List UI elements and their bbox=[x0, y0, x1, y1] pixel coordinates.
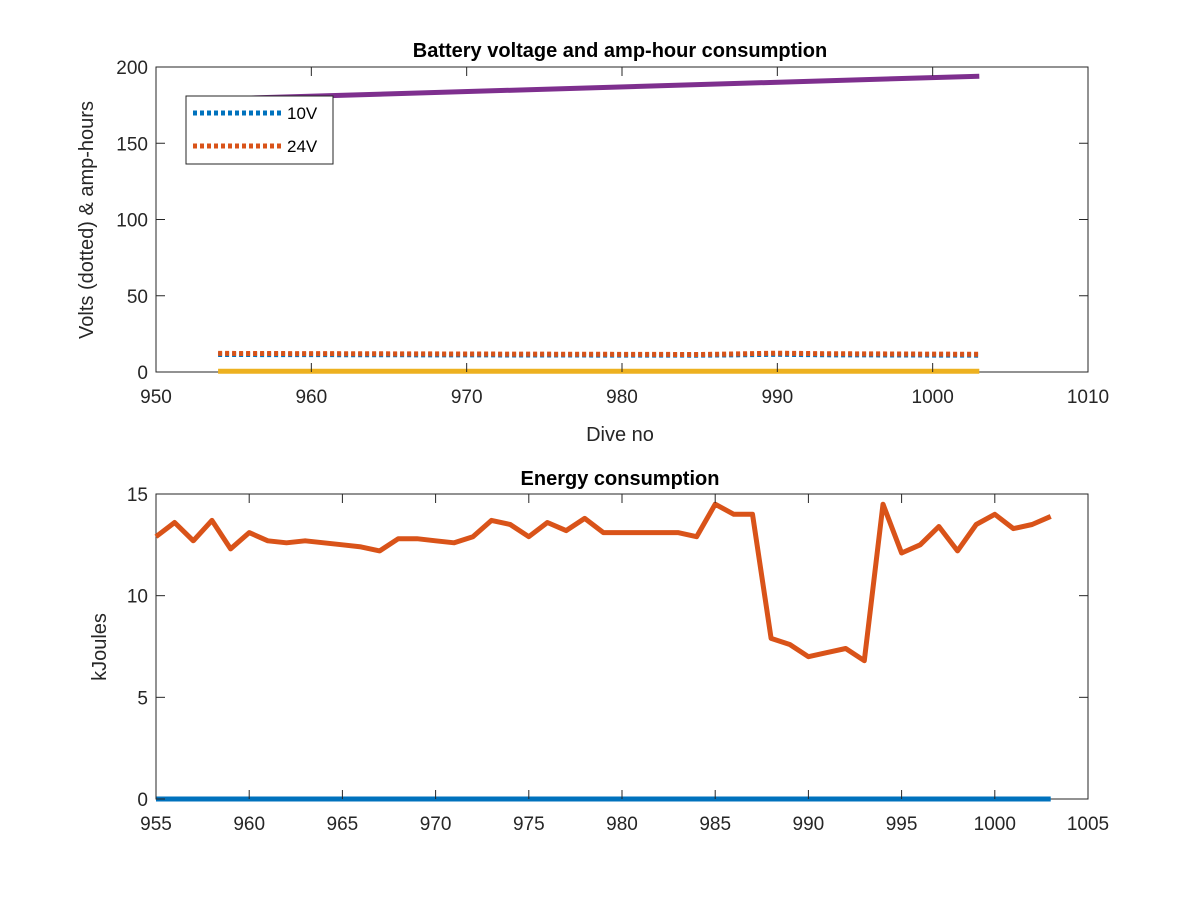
battery-x-tick-label: 990 bbox=[761, 387, 793, 408]
legend-label-24v: 24V bbox=[287, 137, 318, 156]
energy-series-line-0 bbox=[154, 501, 1052, 664]
energy-y-tick-label: 0 bbox=[137, 790, 148, 811]
energy-y-axis-label: kJoules bbox=[89, 613, 111, 681]
energy-y-tick-label: 15 bbox=[127, 485, 148, 506]
battery-series-line-1-24v bbox=[218, 350, 980, 357]
energy-plot-area bbox=[155, 493, 1089, 800]
battery-y-tick-label: 150 bbox=[116, 134, 148, 155]
energy-x-tick-label: 955 bbox=[140, 814, 172, 835]
battery-x-tick-label: 960 bbox=[295, 387, 327, 408]
energy-x-tick-label: 980 bbox=[606, 814, 638, 835]
energy-y-tick-label: 10 bbox=[127, 587, 148, 608]
battery-voltage-axes: Battery voltage and amp-hour consumption… bbox=[76, 40, 1109, 446]
battery-y-tick-label: 0 bbox=[137, 363, 148, 384]
battery-x-tick-label: 1010 bbox=[1067, 387, 1109, 408]
battery-y-ticks: 0 50 100 150 200 bbox=[116, 58, 1088, 384]
legend-label-10v: 10V bbox=[287, 104, 318, 123]
legend-box bbox=[185, 95, 334, 165]
energy-x-tick-label: 990 bbox=[793, 814, 825, 835]
battery-series-group bbox=[218, 73, 980, 374]
energy-x-tick-label: 1000 bbox=[974, 814, 1016, 835]
battery-x-tick-label: 1000 bbox=[912, 387, 954, 408]
battery-chart-title: Battery voltage and amp-hour consumption bbox=[413, 40, 827, 62]
energy-y-tick-label: 5 bbox=[137, 688, 148, 709]
energy-x-tick-label: 960 bbox=[233, 814, 265, 835]
energy-x-tick-label: 965 bbox=[327, 814, 359, 835]
energy-x-ticks: 955 960 965 970 975 980 985 990 995 1000 1005 bbox=[140, 494, 1109, 835]
battery-x-tick-label: 970 bbox=[451, 387, 483, 408]
energy-x-tick-label: 995 bbox=[886, 814, 918, 835]
battery-y-axis-label: Volts (dotted) & amp-hours bbox=[76, 101, 98, 339]
battery-y-tick-label: 50 bbox=[127, 287, 148, 308]
legend: 10V 24V bbox=[185, 95, 334, 165]
battery-x-tick-label: 950 bbox=[140, 387, 172, 408]
energy-x-tick-label: 975 bbox=[513, 814, 545, 835]
energy-x-tick-label: 1005 bbox=[1067, 814, 1109, 835]
battery-x-tick-label: 980 bbox=[606, 387, 638, 408]
energy-chart-title: Energy consumption bbox=[521, 468, 720, 490]
energy-axes: Energy consumption 955 960 965 970 975 980 985… bbox=[89, 468, 1109, 835]
energy-x-tick-label: 970 bbox=[420, 814, 452, 835]
battery-x-axis-label: Dive no bbox=[586, 424, 654, 446]
battery-y-tick-label: 100 bbox=[116, 211, 148, 232]
battery-x-ticks: 950 960 970 980 990 1000 1010 bbox=[140, 67, 1109, 408]
battery-series-line-3 bbox=[218, 73, 980, 102]
energy-y-ticks: 0 5 10 15 bbox=[127, 485, 1088, 811]
battery-y-tick-label: 200 bbox=[116, 58, 148, 79]
energy-x-tick-label: 985 bbox=[699, 814, 731, 835]
